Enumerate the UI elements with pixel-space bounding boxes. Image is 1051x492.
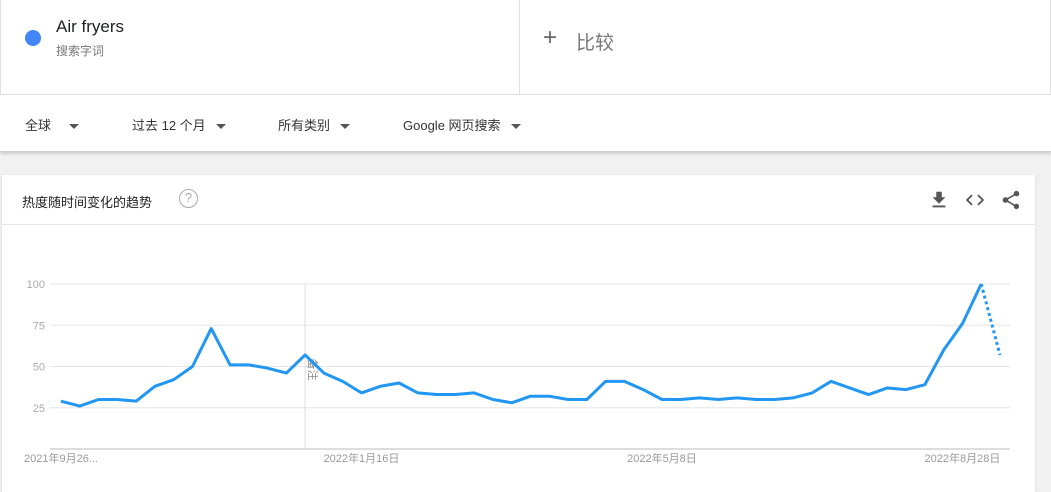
series-line [60, 283, 983, 408]
download-icon[interactable] [928, 189, 950, 211]
search-header: Air fryers 搜索字词 [0, 0, 1051, 95]
filter-time-label: 过去 12 个月 [132, 118, 206, 133]
x-tick-label: 2021年9月26... [24, 451, 98, 465]
help-icon[interactable]: ? [179, 189, 198, 208]
filter-bar: 全球 过去 12 个月 所有类别 Google 网页搜索 [0, 95, 1051, 152]
chevron-down-icon [215, 124, 226, 130]
y-tick-label: 75 [33, 320, 45, 332]
filter-time[interactable]: 过去 12 个月 [132, 115, 226, 134]
chevron-down-icon [340, 124, 351, 130]
scrollbar[interactable] [1037, 175, 1051, 492]
series-color-dot [25, 30, 41, 46]
search-term-card[interactable]: Air fryers 搜索字词 [0, 0, 520, 94]
filter-category[interactable]: 所有类别 [278, 115, 351, 134]
compare-label[interactable]: 比较 [576, 33, 615, 54]
x-tick-label: 2022年5月8日 [627, 451, 697, 465]
chevron-down-icon [510, 124, 521, 130]
filter-search-type[interactable]: Google 网页搜索 [403, 115, 521, 134]
filter-category-label: 所有类别 [278, 118, 331, 133]
interest-over-time-card: 热度随时间变化的趋势 ? [2, 175, 1035, 492]
chevron-down-icon [69, 124, 80, 130]
x-tick-label: 2022年1月16日 [324, 451, 400, 465]
share-icon[interactable] [1000, 189, 1022, 211]
search-term-name[interactable]: Air fryers [56, 17, 124, 36]
filter-search-type-label: Google 网页搜索 [403, 118, 501, 133]
search-term-subtitle: 搜索字词 [56, 44, 105, 58]
partial-data-line [979, 283, 1002, 356]
x-tick-label: 2022年8月28日 [925, 451, 1001, 465]
y-tick-label: 100 [27, 279, 45, 291]
card-title: 热度随时间变化的趋势 [22, 195, 153, 210]
filter-region-label: 全球 [25, 118, 52, 133]
embed-code-icon[interactable] [964, 189, 986, 211]
y-tick-label: 25 [33, 403, 45, 415]
plus-icon[interactable]: + [543, 24, 558, 51]
filter-region[interactable]: 全球 [25, 115, 80, 134]
y-tick-label: 50 [33, 362, 45, 374]
